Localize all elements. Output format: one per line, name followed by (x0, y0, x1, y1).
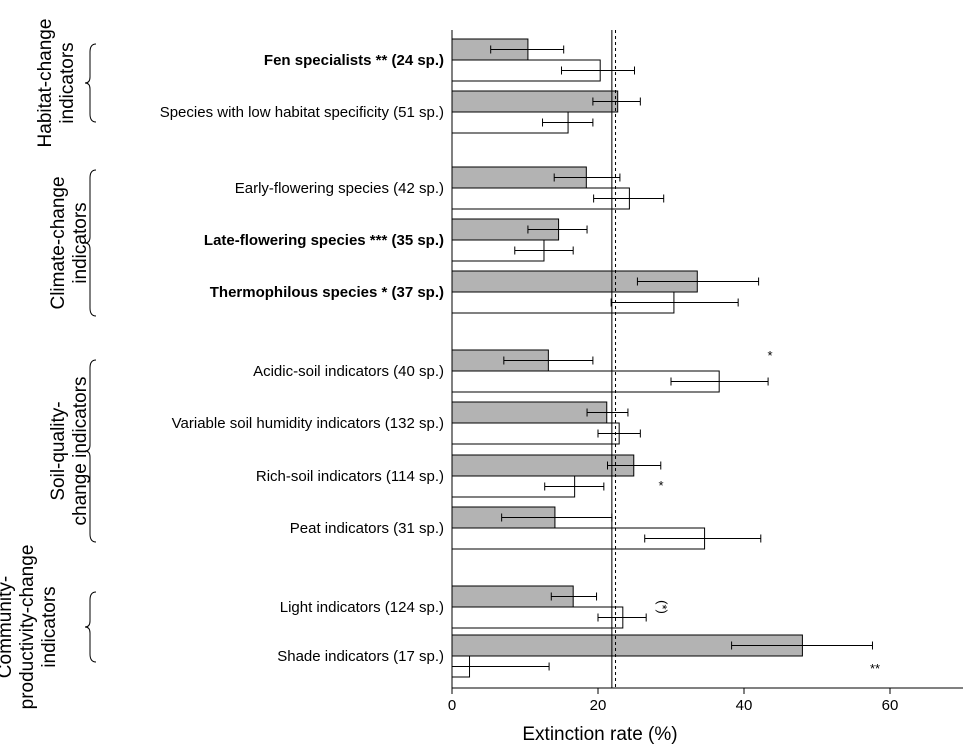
white-bar (451, 422, 620, 445)
group-label: indicators (57, 42, 78, 123)
group: Climate-change indicators (48, 169, 97, 317)
x-axis: 0 20 40 60 (448, 30, 963, 714)
group-label: indicators (70, 202, 91, 283)
group-bracket (84, 169, 97, 317)
group-label: change indicators (70, 377, 91, 526)
x-tick-label: 0 (448, 697, 456, 714)
category-label: Shade indicators (17 sp.) (277, 648, 444, 665)
gray-bar (451, 401, 608, 424)
bar-pair (451, 38, 635, 82)
x-tick-label: 20 (590, 697, 607, 714)
bar-pair (451, 218, 588, 262)
group-bracket (84, 43, 97, 123)
category-label: Species with low habitat specificity (51… (160, 104, 444, 121)
category-label: Acidic-soil indicators (40 sp.) (253, 363, 444, 380)
category-label: Variable soil humidity indicators (132 s… (172, 415, 444, 432)
group-bracket (84, 591, 97, 663)
category-label: Fen specialists ** (24 sp.) (264, 52, 444, 69)
x-axis-title: Extinction rate (%) (522, 724, 677, 745)
bar-pair (451, 90, 641, 134)
significance-mark: ** (870, 661, 880, 676)
significance-mark: * (767, 348, 772, 363)
bar-pair (451, 634, 873, 678)
group: Community-productivity-change indicators (0, 545, 97, 710)
group-label: Community- (0, 576, 16, 678)
bar-pair (451, 585, 647, 629)
category-labels: Fen specialists ** (24 sp.) Species with … (160, 52, 444, 665)
significance-marks: **(*)** (655, 348, 880, 676)
reference-lines (611, 30, 617, 688)
group-bracket (84, 359, 97, 543)
bar-pair (451, 401, 641, 445)
significance-mark: * (658, 478, 663, 493)
group-label: productivity-change (17, 545, 38, 710)
category-label: Early-flowering species (42 sp.) (235, 180, 444, 197)
bar-pair (451, 349, 769, 393)
x-tick-label: 60 (882, 697, 899, 714)
significance-mark: (*) (655, 600, 670, 614)
bar-pair (451, 166, 665, 210)
bar-pair (451, 454, 662, 498)
gray-bar (451, 454, 635, 477)
group-label: Habitat-change (35, 19, 56, 148)
category-label: Thermophilous species * (37 sp.) (210, 284, 444, 301)
bar-pair (451, 270, 760, 314)
white-bar (451, 606, 624, 629)
group-label: Climate-change (48, 176, 69, 309)
x-tick-label: 40 (736, 697, 753, 714)
group-label: Soil-quality- (48, 401, 69, 500)
bar-pair (451, 506, 762, 550)
group: Habitat-change indicators (35, 19, 97, 148)
category-label: Peat indicators (31 sp.) (290, 520, 444, 537)
group-label: indicators (39, 586, 60, 667)
category-label: Rich-soil indicators (114 sp.) (256, 468, 444, 485)
category-label: Light indicators (124 sp.) (280, 599, 444, 616)
group: Soil-quality-change indicators (48, 359, 97, 543)
bars (451, 38, 873, 678)
category-label: Late-flowering species *** (35 sp.) (204, 232, 444, 249)
